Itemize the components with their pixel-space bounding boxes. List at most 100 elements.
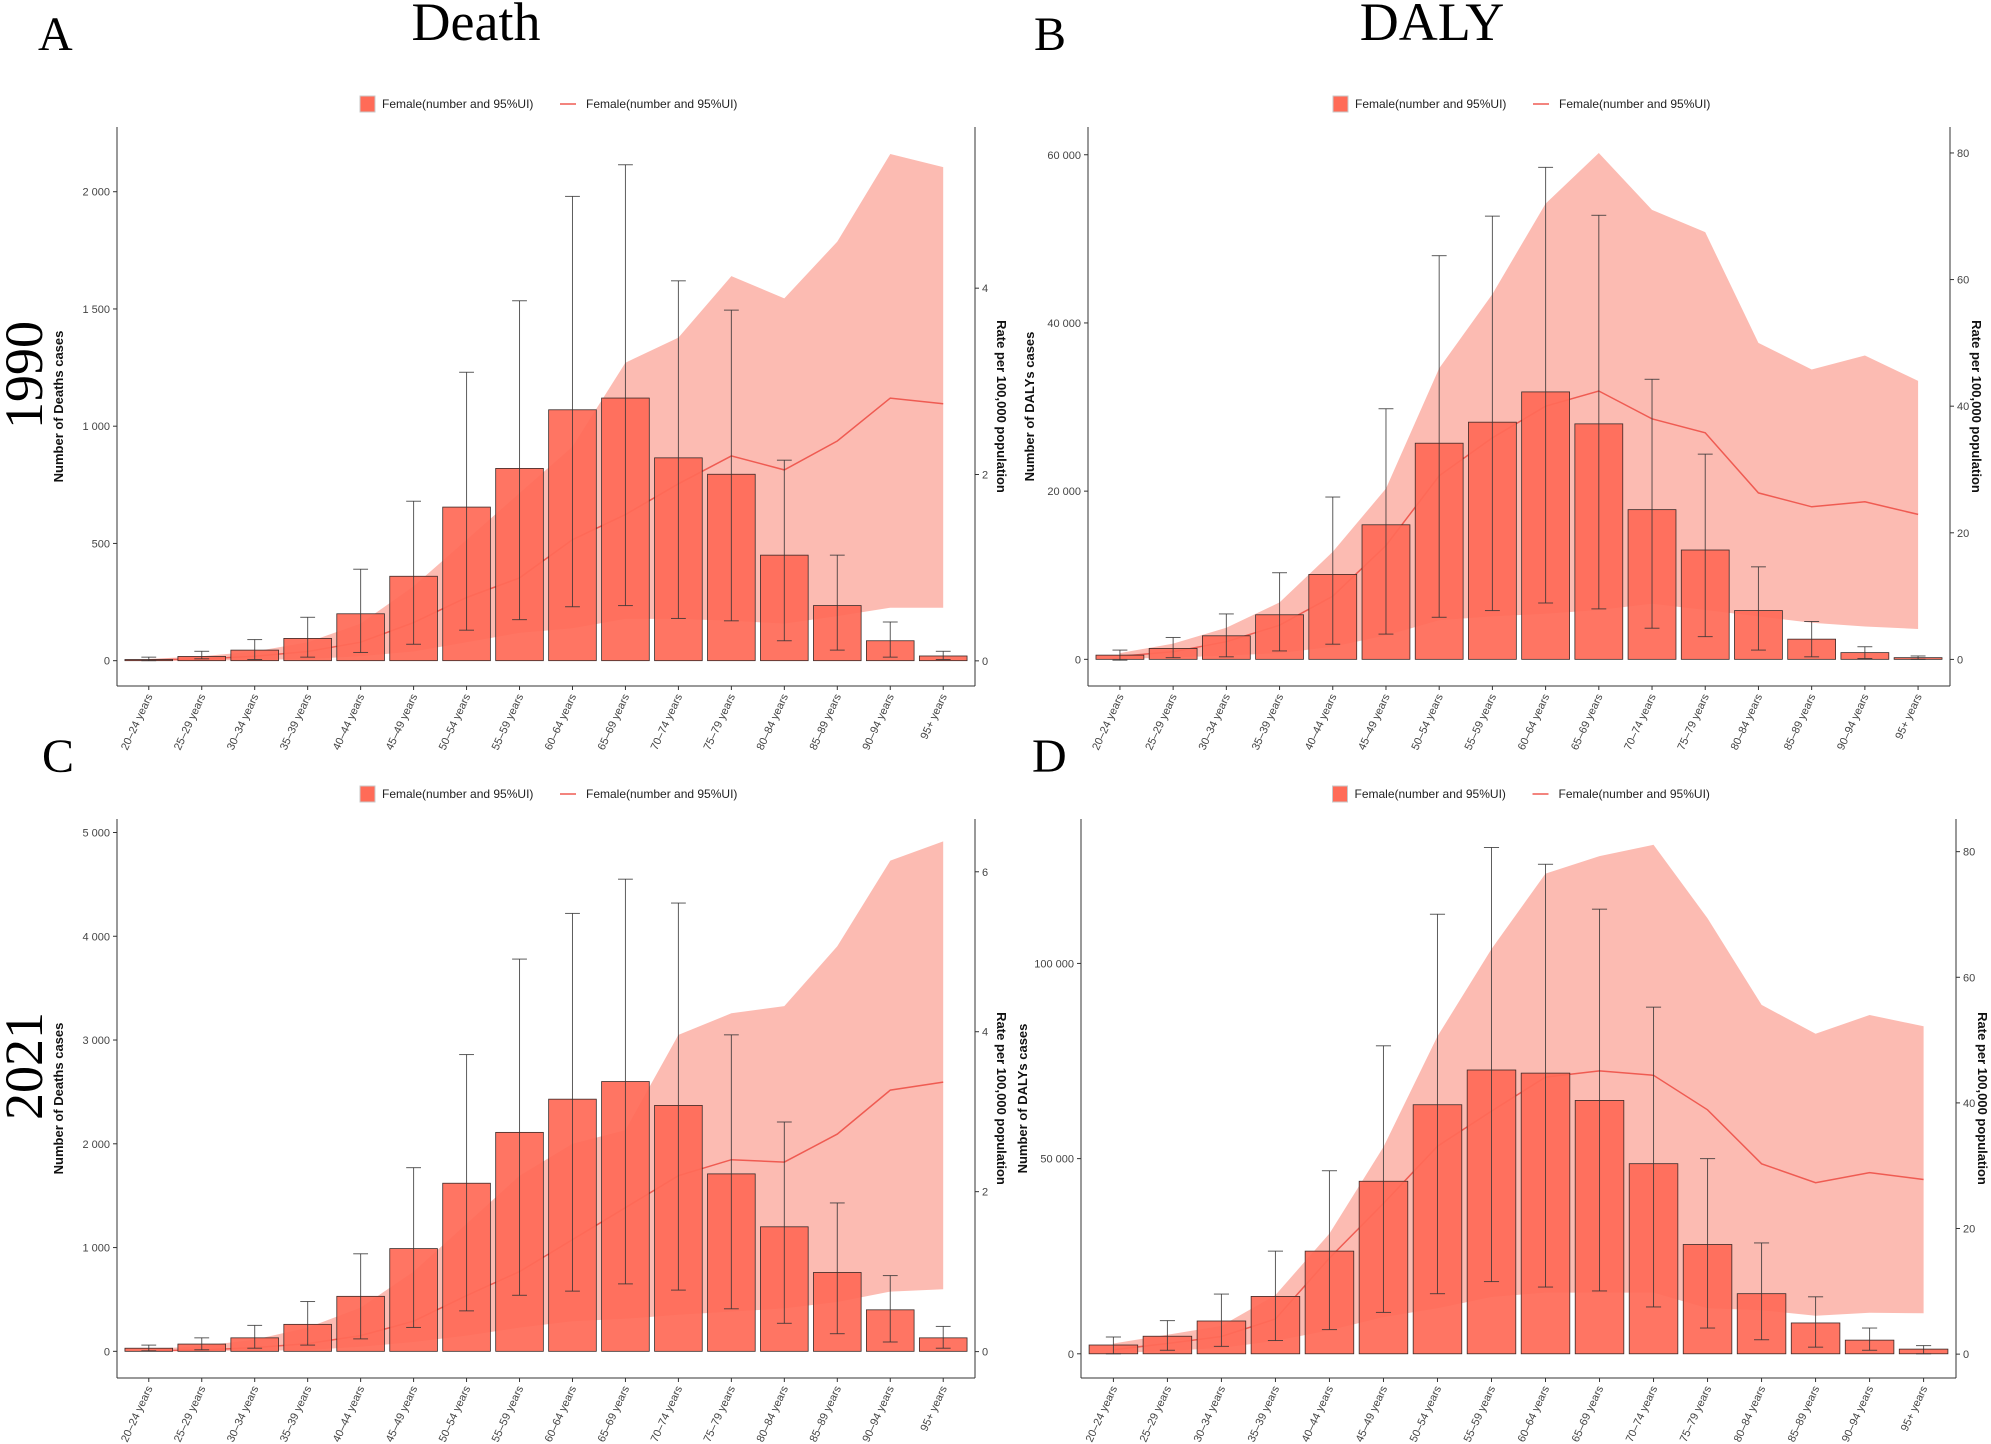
error-bar: [1644, 378, 1660, 629]
y-tick-label: 0: [104, 656, 110, 668]
error-bar: [1750, 566, 1766, 651]
y-tick-label: 0: [1075, 654, 1081, 666]
x-tick-label: 55–59 years: [1462, 1384, 1499, 1444]
x-tick-label: 75–79 years: [1675, 692, 1712, 752]
legend-bar-swatch: [1332, 785, 1348, 803]
error-bar: [141, 1344, 157, 1352]
y-tick-label: 4 000: [82, 931, 110, 943]
error-bar: [1431, 255, 1447, 618]
error-bar: [618, 164, 633, 607]
x-tick-label: 65–69 years: [1569, 692, 1606, 752]
y-tick-label: 5 000: [82, 827, 110, 839]
y-tick-label: 0: [1068, 1349, 1074, 1361]
legend-bar-swatch: [1332, 95, 1349, 113]
y2-tick-label: 2: [982, 470, 988, 482]
x-tick-label: 40–44 years: [331, 692, 368, 752]
x-tick-label: 25–29 years: [172, 1384, 209, 1444]
error-bar: [247, 1324, 263, 1349]
x-tick-label: 70–74 years: [1622, 692, 1659, 752]
error-bar: [1375, 1045, 1392, 1313]
error-bar: [459, 371, 474, 631]
y2-tick-label: 80: [1957, 148, 1969, 160]
x-tick-label: 95+ years: [919, 692, 951, 742]
y-axis-label: Number of DALYs cases: [1022, 332, 1037, 482]
error-bar: [1857, 646, 1873, 659]
y-tick-label: 20 000: [1047, 486, 1081, 498]
error-bar: [935, 1325, 951, 1349]
error-bar: [300, 616, 316, 658]
y-axis-label: Number of DALYs cases: [1015, 1024, 1030, 1174]
row-label-2021: 2021: [0, 1012, 54, 1120]
legend-bar-label: Female(number and 95%UI): [1355, 787, 1506, 801]
y-tick-label: 1 500: [82, 304, 110, 316]
legend-line-label: Female(number and 95%UI): [586, 787, 737, 801]
x-tick-label: 85–89 years: [1786, 1384, 1823, 1444]
rate-ui-ribbon: [148, 154, 944, 661]
x-tick-label: 35–39 years: [278, 692, 315, 752]
x-tick-label: 95+ years: [1899, 1384, 1931, 1434]
x-tick-label: 95+ years: [1893, 692, 1925, 742]
x-tick-label: 20–24 years: [119, 692, 156, 752]
x-tick-label: 30–34 years: [225, 1384, 262, 1444]
x-tick-label: 75–79 years: [1678, 1384, 1715, 1444]
x-tick-label: 20–24 years: [1090, 692, 1127, 752]
error-bar: [1862, 1327, 1878, 1351]
error-bar: [723, 1034, 739, 1310]
panel-letter-b: B: [1034, 8, 1066, 61]
error-bar: [406, 500, 422, 645]
error-bar: [1804, 620, 1820, 658]
y-tick-label: 0: [104, 1346, 110, 1358]
legend-bar-label: Female(number and 95%UI): [1355, 97, 1506, 111]
y-tick-label: 1 000: [82, 421, 110, 433]
x-tick-label: 80–84 years: [1729, 692, 1766, 752]
x-tick-label: 85–89 years: [1782, 692, 1819, 752]
error-bar: [1910, 655, 1926, 660]
x-tick-label: 65–69 years: [596, 1384, 633, 1444]
error-bar: [1697, 453, 1713, 638]
x-tick-label: 50–54 years: [437, 692, 474, 752]
x-tick-label: 80–84 years: [755, 1384, 792, 1444]
x-tick-label: 80–84 years: [755, 692, 792, 752]
x-tick-label: 60–64 years: [1516, 692, 1553, 752]
x-tick-label: 60–64 years: [1516, 1384, 1553, 1444]
x-tick-label: 95+ years: [919, 1384, 951, 1434]
x-tick-label: 90–94 years: [861, 692, 898, 752]
error-bar: [670, 280, 686, 619]
y-axis-label: Number of Deaths cases: [51, 1023, 66, 1175]
y2-tick-label: 40: [1963, 1098, 1975, 1110]
chart-panel-d: 0 50 000 100 000 0 20 40 60 80 20–24 years 25–29 …: [1015, 785, 1990, 1444]
rate-ui-ribbon: [1113, 844, 1924, 1353]
x-tick-label: 90–94 years: [861, 1384, 898, 1444]
x-tick-label: 35–39 years: [1246, 1384, 1283, 1444]
error-bar: [1591, 908, 1608, 1292]
y2-axis-label: Rate per 100,000 population: [1969, 320, 1984, 493]
y2-tick-label: 6: [982, 867, 988, 879]
y2-tick-label: 0: [982, 656, 988, 668]
y-tick-label: 3 000: [82, 1035, 110, 1047]
error-bar: [829, 554, 845, 651]
x-tick-label: 45–49 years: [384, 1384, 421, 1444]
x-tick-label: 50–54 years: [1409, 692, 1446, 752]
x-tick-label: 65–69 years: [1570, 1384, 1607, 1444]
error-bar: [1165, 636, 1181, 659]
y2-tick-label: 4: [982, 1027, 988, 1039]
error-bar: [1272, 572, 1288, 652]
x-tick-label: 70–74 years: [649, 1384, 686, 1444]
x-tick-label: 85–89 years: [808, 692, 845, 752]
y2-tick-label: 80: [1963, 847, 1975, 859]
x-tick-label: 70–74 years: [1624, 1384, 1661, 1444]
y2-tick-label: 20: [1963, 1224, 1975, 1236]
y2-tick-label: 60: [1963, 972, 1975, 984]
rate-line: [1119, 390, 1919, 657]
x-tick-label: 55–59 years: [490, 1384, 527, 1444]
error-bar: [406, 1167, 422, 1328]
x-tick-label: 45–49 years: [1356, 692, 1393, 752]
rate-line: [148, 397, 944, 661]
rate-ui-ribbon: [1119, 153, 1919, 659]
x-tick-label: 30–34 years: [225, 692, 262, 752]
rate-line: [1113, 1070, 1924, 1351]
y-tick-label: 100 000: [1034, 958, 1074, 970]
legend-bar-label: Female(number and 95%UI): [382, 787, 533, 801]
error-bar: [618, 878, 633, 1285]
x-tick-label: 50–54 years: [437, 1384, 474, 1444]
